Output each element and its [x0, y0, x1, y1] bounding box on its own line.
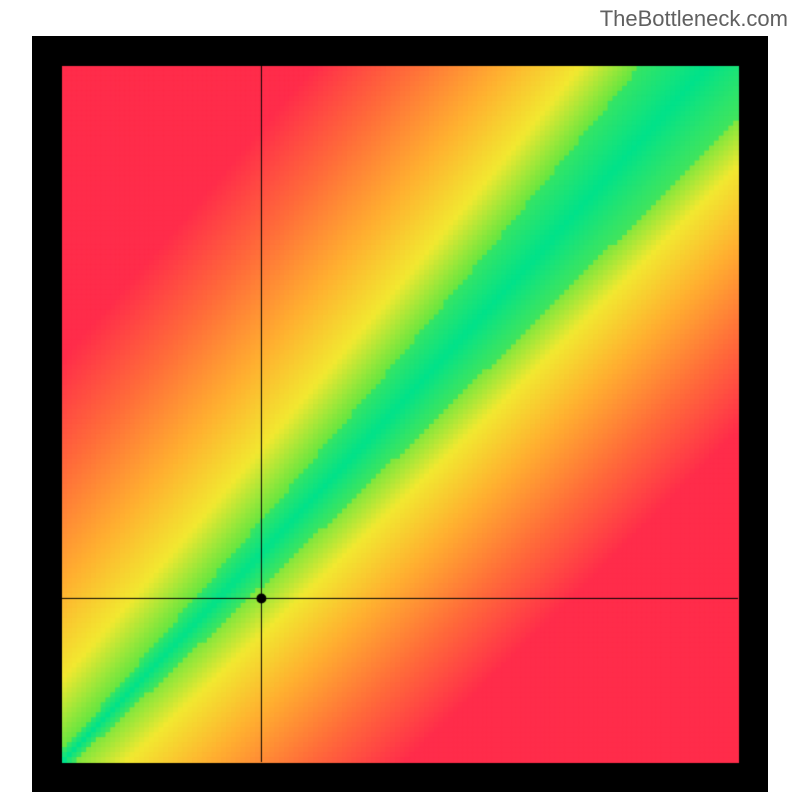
- plot-frame: [32, 36, 768, 792]
- chart-container: TheBottleneck.com: [0, 0, 800, 800]
- heatmap-canvas: [32, 36, 768, 792]
- watermark-text: TheBottleneck.com: [600, 6, 788, 32]
